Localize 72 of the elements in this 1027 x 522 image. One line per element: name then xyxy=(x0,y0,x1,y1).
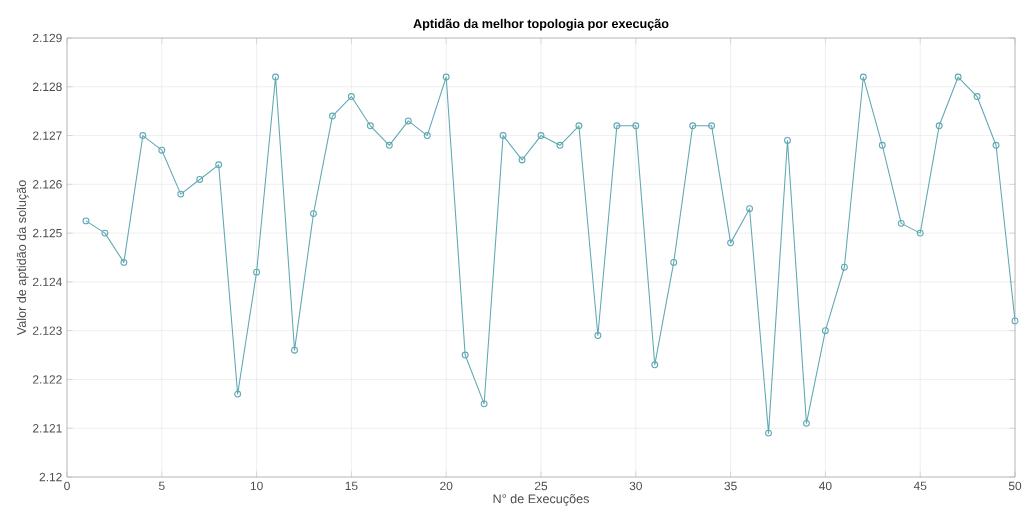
y-tick-label: 2.122 xyxy=(32,375,62,384)
point xyxy=(328,112,336,120)
point xyxy=(310,210,317,218)
point xyxy=(196,176,204,183)
point xyxy=(385,141,393,149)
point xyxy=(727,239,735,247)
point xyxy=(632,122,640,130)
point xyxy=(575,122,583,130)
x-tick-label: 25 xyxy=(534,481,548,491)
point xyxy=(859,73,867,81)
point xyxy=(897,219,905,227)
y-axis-title: Valor de aptidão da solução xyxy=(16,180,29,336)
point xyxy=(234,390,242,398)
point xyxy=(177,190,185,198)
point xyxy=(973,93,981,100)
y-tick-label: 2.124 xyxy=(32,277,62,287)
point xyxy=(708,122,716,130)
point xyxy=(404,117,412,125)
point xyxy=(594,332,602,339)
point xyxy=(537,132,545,140)
point xyxy=(935,122,943,130)
y-tick-label: 2.129 xyxy=(32,33,62,43)
y-tick-label: 2.127 xyxy=(32,131,62,140)
point xyxy=(746,205,754,213)
x-tick-label: 20 xyxy=(440,481,453,491)
x-tick-label: 0 xyxy=(64,481,70,491)
y-tick-label: 2.128 xyxy=(32,82,62,92)
x-tick-label: 35 xyxy=(724,481,737,491)
point xyxy=(556,141,564,149)
point xyxy=(215,161,223,169)
chart-title: Aptidão da melhor topologia por execução xyxy=(413,18,669,31)
y-tick-label: 2.12 xyxy=(39,472,62,482)
x-tick-label: 30 xyxy=(629,481,642,491)
y-tick-label: 2.125 xyxy=(32,228,62,238)
point xyxy=(689,122,697,130)
point xyxy=(821,327,829,335)
x-tick-label: 5 xyxy=(158,481,165,491)
point xyxy=(101,229,109,237)
point xyxy=(499,132,507,140)
x-tick-label: 50 xyxy=(1008,481,1022,491)
point xyxy=(347,93,355,100)
point xyxy=(423,132,431,140)
point xyxy=(442,73,450,81)
point xyxy=(784,136,791,144)
point xyxy=(480,400,488,408)
point xyxy=(651,361,659,369)
y-tick-label: 2.126 xyxy=(32,180,62,189)
x-tick-label: 15 xyxy=(345,481,358,491)
x-tick-label: 45 xyxy=(913,481,927,491)
point xyxy=(253,268,261,276)
point xyxy=(613,122,621,130)
y-tick-label: 2.121 xyxy=(32,424,62,433)
point xyxy=(272,73,280,81)
x-axis-title: N° de Execuções xyxy=(493,493,589,506)
point xyxy=(840,263,848,271)
point xyxy=(802,419,810,427)
point xyxy=(670,258,678,266)
point xyxy=(992,141,1000,149)
point xyxy=(765,429,772,437)
point xyxy=(916,229,924,237)
point xyxy=(139,132,147,140)
point xyxy=(878,141,886,149)
x-tick-label: 40 xyxy=(819,481,832,491)
point xyxy=(120,258,128,266)
point xyxy=(954,73,962,81)
point xyxy=(291,346,298,354)
y-tick-label: 2.123 xyxy=(32,326,62,335)
x-tick-label: 10 xyxy=(250,481,263,491)
point xyxy=(366,122,374,130)
point xyxy=(158,146,166,154)
point xyxy=(518,156,526,164)
point xyxy=(461,351,469,359)
